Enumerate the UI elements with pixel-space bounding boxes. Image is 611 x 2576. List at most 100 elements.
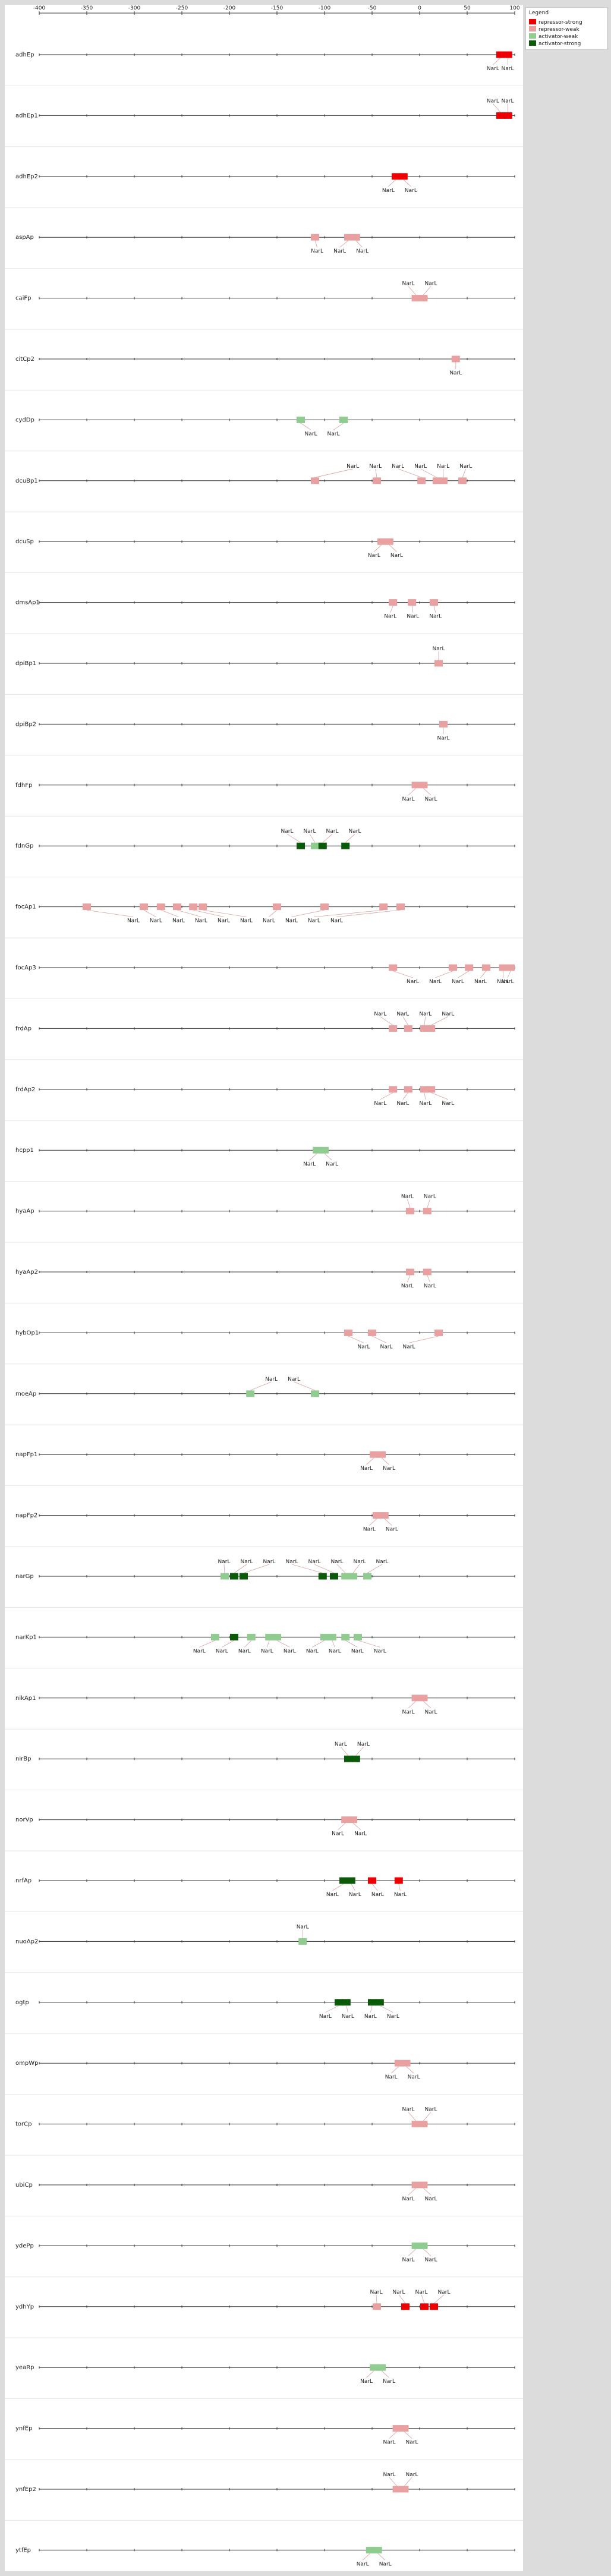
promoter-label: napFp1 [15, 1451, 37, 1458]
binding-site [273, 1633, 281, 1640]
site-label-leader [431, 1016, 448, 1026]
site-label-leader [177, 909, 201, 917]
promoter-label: yeaRp [15, 2364, 34, 2371]
binding-site [499, 964, 508, 971]
binding-site [427, 1025, 436, 1032]
binding-site [368, 1999, 376, 2006]
legend-swatch [529, 26, 536, 32]
site-label-leader [222, 1640, 235, 1648]
site-label: NarL [394, 1892, 407, 1898]
binding-site [420, 2303, 429, 2310]
site-label: NarL [326, 829, 339, 834]
site-label-leader [291, 1564, 323, 1573]
promoter-label: narKp1 [15, 1634, 37, 1640]
site-label-leader [314, 468, 353, 478]
binding-site [503, 112, 512, 119]
site-label-leader [333, 423, 344, 430]
site-label: NarL [331, 1559, 344, 1565]
binding-site [482, 964, 490, 971]
binding-site [423, 1268, 432, 1276]
site-label: NarL [288, 1377, 300, 1383]
binding-site [417, 477, 426, 484]
site-label-leader [408, 1336, 439, 1343]
site-label: NarL [150, 918, 162, 924]
site-label-leader [366, 1457, 374, 1465]
binding-site [379, 903, 388, 911]
promoter-label: ynfEp2 [15, 2486, 36, 2493]
axis-tick-label: -150 [271, 5, 284, 11]
binding-site [400, 2486, 409, 2493]
binding-site [427, 1086, 436, 1093]
promoter-label: focAp1 [15, 904, 36, 911]
binding-site [400, 2425, 409, 2432]
site-label: NarL [379, 2561, 392, 2567]
site-label: NarL [218, 918, 230, 924]
site-label-leader [355, 240, 363, 248]
site-label-leader [421, 2294, 425, 2304]
site-label-leader [266, 1640, 270, 1648]
site-label-leader [433, 606, 436, 613]
binding-site [173, 903, 181, 911]
site-label: NarL [402, 281, 415, 287]
site-label: NarL [402, 2257, 415, 2263]
site-label-leader [375, 468, 377, 478]
binding-site [240, 1573, 248, 1580]
binding-site [199, 903, 207, 911]
site-label-leader [345, 833, 355, 843]
binding-site [404, 1086, 412, 1093]
binding-site [370, 2364, 379, 2371]
site-label: NarL [407, 979, 419, 985]
site-label-leader [493, 58, 501, 65]
binding-site [458, 477, 467, 484]
site-label: NarL [308, 1559, 321, 1565]
site-label: NarL [326, 1892, 339, 1898]
site-label: NarL [311, 248, 323, 254]
site-label: NarL [390, 553, 403, 559]
promoter-label: nikAp1 [15, 1695, 36, 1702]
binding-site [402, 2059, 411, 2067]
site-label-leader [339, 240, 349, 248]
site-label-leader [355, 1746, 364, 1756]
site-label-leader [423, 1701, 432, 1709]
legend-label: repressor-weak [538, 27, 579, 33]
site-label: NarL [349, 1892, 361, 1898]
binding-site [373, 2303, 381, 2310]
site-label: NarL [502, 98, 514, 104]
axis-tick-label: 100 [509, 5, 519, 11]
site-label: NarL [487, 98, 499, 104]
site-label-leader [324, 1153, 332, 1161]
site-label: NarL [371, 1892, 384, 1898]
binding-site [341, 1573, 350, 1580]
promoter-label: hcpp1 [15, 1147, 34, 1154]
site-label-leader [223, 1564, 225, 1573]
site-label-leader [420, 468, 437, 478]
site-label: NarL [374, 1011, 386, 1017]
site-label-leader [366, 2370, 374, 2378]
site-label-leader [458, 971, 470, 978]
legend-title: Legend [529, 10, 549, 16]
promoter-label: ydhYp [15, 2304, 34, 2310]
site-label-leader [507, 971, 511, 978]
binding-site [341, 1633, 350, 1640]
site-label: NarL [238, 1648, 251, 1654]
binding-site [434, 660, 443, 667]
site-label-leader [493, 103, 501, 113]
axis-tick-label: -250 [176, 5, 188, 11]
site-label: NarL [193, 1648, 206, 1654]
site-label-leader [341, 1746, 349, 1756]
site-label-leader [286, 833, 301, 843]
site-label: NarL [401, 1194, 414, 1200]
promoter-label: cydDp [15, 417, 34, 423]
binding-site [380, 1512, 389, 1519]
binding-site [439, 477, 448, 484]
legend-swatch [529, 33, 536, 39]
site-label-leader [377, 2553, 386, 2561]
site-label: NarL [376, 1559, 389, 1565]
site-label: NarL [332, 1831, 344, 1837]
site-label: NarL [326, 1161, 338, 1167]
site-label-leader [336, 909, 401, 917]
binding-site [344, 1755, 352, 1762]
site-label: NarL [305, 431, 317, 437]
binding-site [496, 112, 505, 119]
site-label-leader [294, 1381, 316, 1391]
